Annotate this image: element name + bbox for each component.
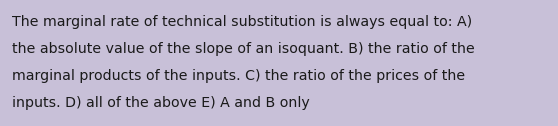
Text: inputs. D) all of the above E) A and B only: inputs. D) all of the above E) A and B o… xyxy=(12,96,310,110)
Text: The marginal rate of technical substitution is always equal to: A): The marginal rate of technical substitut… xyxy=(12,15,473,29)
Text: the absolute value of the slope of an isoquant. B) the ratio of the: the absolute value of the slope of an is… xyxy=(12,42,475,56)
Text: marginal products of the inputs. C) the ratio of the prices of the: marginal products of the inputs. C) the … xyxy=(12,69,465,83)
